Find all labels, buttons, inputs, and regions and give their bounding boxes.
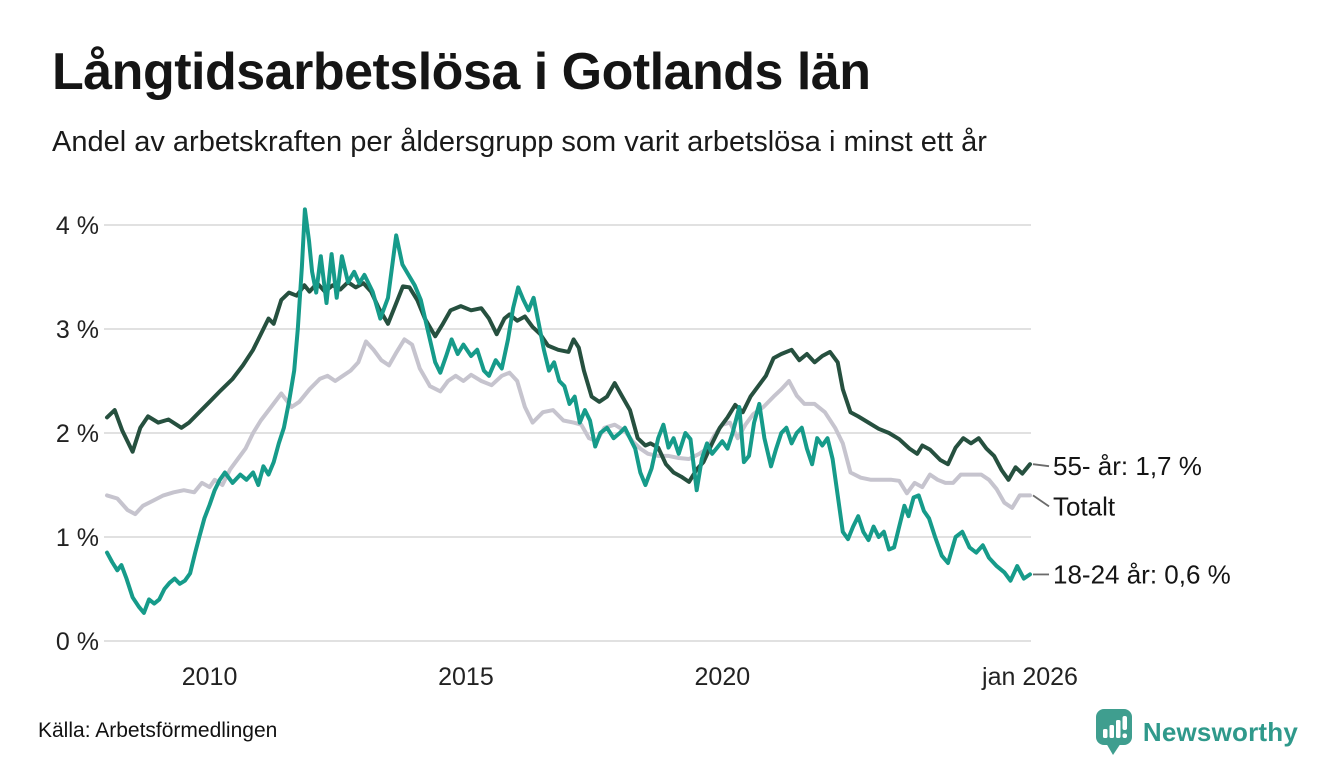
- y-axis-tick-label: 3 %: [56, 316, 99, 344]
- page-title: Långtidsarbetslösa i Gotlands län: [52, 43, 871, 101]
- series-end-label-Totalt: Totalt: [1053, 491, 1116, 521]
- chart-canvas: 0 % 1 % 2 % 3 % 4 % 2010 2015 2020 jan 2026 Total…: [56, 207, 1231, 691]
- x-axis-tick-label: 2020: [695, 663, 751, 691]
- x-axis-tick-label: 2015: [438, 663, 494, 691]
- y-axis-tick-label: 2 %: [56, 420, 99, 448]
- x-axis-tick-label: jan 2026: [981, 663, 1078, 691]
- series-end-label-18-24 år: 18-24 år: 0,6 %: [1053, 559, 1231, 589]
- page-subtitle: Andel av arbetskraften per åldersgrupp s…: [52, 126, 987, 158]
- newsworthy-icon: [1095, 707, 1135, 757]
- x-axis-tick-label: 2010: [182, 663, 238, 691]
- series-line-Totalt: [105, 337, 1032, 517]
- source-note: Källa: Arbetsförmedlingen: [38, 719, 278, 742]
- label-connector: [1032, 463, 1050, 468]
- series-line-55- år: [105, 280, 1032, 484]
- brand-logo: Newsworthy: [1095, 706, 1298, 758]
- y-axis-tick-label: 4 %: [56, 212, 99, 240]
- label-connector: [1032, 494, 1050, 508]
- series-end-label-55- år: 55- år: 1,7 %: [1053, 451, 1202, 481]
- y-axis-tick-label: 0 %: [56, 628, 99, 656]
- line-chart: 0 % 1 % 2 % 3 % 4 % 2010 2015 2020 jan 2026 Total…: [0, 190, 1340, 710]
- series-line-18-24 år: [105, 207, 1032, 615]
- y-axis-tick-label: 1 %: [56, 524, 99, 552]
- brand-name: Newsworthy: [1142, 716, 1298, 747]
